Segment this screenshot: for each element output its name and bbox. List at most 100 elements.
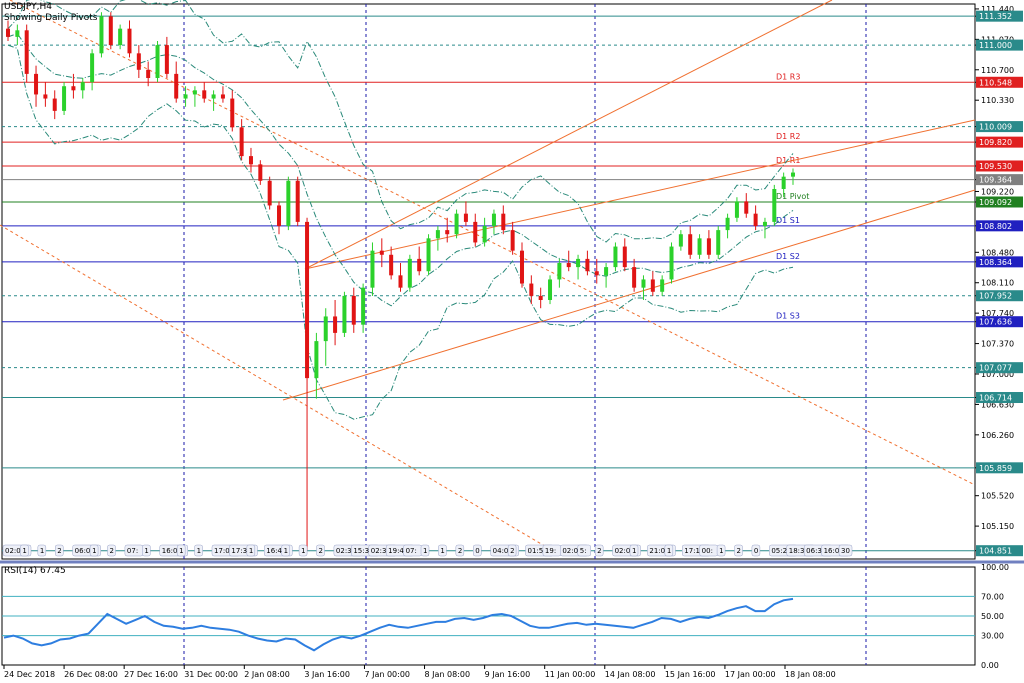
session-tag-label: 00: — [702, 547, 713, 555]
level-price-label: 108.364 — [979, 258, 1012, 267]
session-tag-label: 06:30 — [806, 547, 826, 555]
candle-body — [613, 246, 618, 268]
candle-body — [174, 73, 179, 99]
session-tag-label: 1 — [40, 547, 44, 555]
level-price-label: 107.636 — [979, 318, 1012, 327]
candle-body — [772, 189, 777, 222]
candle-body — [454, 213, 459, 235]
candle-body — [491, 213, 496, 226]
candle-body — [791, 172, 795, 177]
time-tick-label: 27 Dec 16:00 — [124, 670, 178, 679]
session-tag — [316, 544, 325, 557]
session-tag-label: 05:20 — [771, 547, 791, 555]
candle-body — [62, 86, 67, 111]
session-tag-label: 2 — [319, 547, 323, 555]
level-name: D1 S1 — [776, 216, 800, 225]
candle-body — [80, 82, 85, 91]
session-tag — [438, 544, 447, 557]
session-tag-label: 2 — [458, 547, 462, 555]
session-tag-label: 1 — [440, 547, 444, 555]
session-tag-label: 1 — [301, 547, 305, 555]
indicator-subtitle: Showing Daily Pivots — [4, 13, 98, 23]
time-tick-label: 17 Jan 00:00 — [725, 670, 776, 679]
level-price-tag — [976, 136, 1023, 148]
level-price-label: 109.530 — [979, 162, 1012, 171]
candle-body — [136, 53, 141, 70]
candle-body — [529, 283, 534, 296]
session-tag-label: 17:30 — [231, 547, 251, 555]
session-tag — [838, 544, 853, 557]
candle-body — [118, 28, 123, 46]
candle-body — [370, 250, 375, 288]
candle-body — [379, 250, 384, 255]
candle-body — [753, 213, 758, 226]
candle-body — [286, 180, 291, 226]
level-price-tag — [976, 76, 1023, 88]
rsi-panel[interactable]: 100.00 70.00 50.00 30.00 0.00 — [1, 563, 1009, 670]
time-tick-label: 24 Dec 2018 — [4, 670, 55, 679]
session-tag-label: 1 — [92, 547, 96, 555]
session-tag-label: 21:00 — [649, 547, 669, 555]
session-tag-label: 1 — [423, 547, 427, 555]
candle-body — [678, 234, 683, 247]
candle-body — [155, 45, 160, 78]
channel-line — [282, 189, 976, 401]
session-tag — [176, 544, 186, 557]
candle-body — [734, 201, 739, 218]
price-tick-label: 107.740 — [981, 309, 1014, 318]
level-price-tag — [976, 392, 1023, 404]
candle-body — [314, 341, 319, 379]
rsi-tick-label: 50.00 — [981, 612, 1004, 621]
session-tag — [507, 544, 517, 557]
session-tag — [629, 544, 639, 557]
channel-line — [0, 224, 561, 556]
level-price-tag — [976, 316, 1023, 328]
session-tag-label: 1 — [667, 547, 671, 555]
candle-body — [744, 201, 749, 214]
session-tag-label: 04:00 — [493, 547, 513, 555]
price-tick-label: 105.150 — [981, 522, 1014, 531]
price-chart-area[interactable]: D1 R3 D1 R2 D1 R1 D1 Pivot D1 S1 D1 S2 D1 S3 — [0, 0, 1024, 564]
session-tag-label: 17:19 — [684, 547, 704, 555]
session-tag-label: 07: — [406, 547, 417, 555]
time-tick-label: 31 Dec 00:00 — [184, 670, 238, 679]
candle-body — [417, 258, 422, 272]
candle-body — [660, 279, 665, 292]
level-name: D1 Pivot — [776, 192, 809, 201]
time-axis: 24 Dec 2018 26 Dec 08:00 27 Dec 16:00 31 De… — [3, 665, 836, 679]
session-tag-label: 0 — [475, 547, 479, 555]
grid-layer — [0, 3, 1024, 564]
candle-body — [641, 279, 646, 288]
candle-body — [716, 230, 721, 255]
candle-body — [435, 230, 440, 239]
candle-body — [342, 295, 347, 333]
candle-body — [585, 258, 590, 272]
session-tag-label: 02:00 — [562, 547, 582, 555]
session-tag-label: 15:30 — [353, 547, 373, 555]
session-tag — [20, 544, 29, 557]
level-price-tag — [976, 39, 1023, 51]
candle-body — [463, 213, 468, 222]
session-tag — [194, 544, 203, 557]
level-price-tag — [976, 545, 1023, 557]
candle-body — [389, 254, 394, 276]
time-tick-label: 15 Jan 16:00 — [665, 670, 716, 679]
session-tag-label: 16:00 — [162, 547, 182, 555]
session-tag — [298, 544, 308, 557]
price-tick-label: 106.260 — [981, 431, 1014, 440]
time-tick-label: 9 Jan 16:00 — [485, 670, 531, 679]
level-price-label: 106.714 — [979, 394, 1012, 403]
level-price-label: 111.000 — [979, 41, 1012, 50]
candle-body — [34, 73, 39, 95]
session-tag-label: 07: — [127, 547, 138, 555]
candle-body — [99, 16, 104, 54]
candle-body — [548, 279, 553, 300]
session-tag-label: 17:00 — [214, 547, 234, 555]
candle-body — [108, 16, 113, 46]
time-tick-label: 8 Jan 08:00 — [425, 670, 471, 679]
level-price-label: 107.077 — [979, 364, 1012, 373]
candle-body — [604, 267, 609, 276]
price-tick-label: 109.220 — [981, 187, 1014, 196]
level-price-tag — [976, 220, 1023, 232]
